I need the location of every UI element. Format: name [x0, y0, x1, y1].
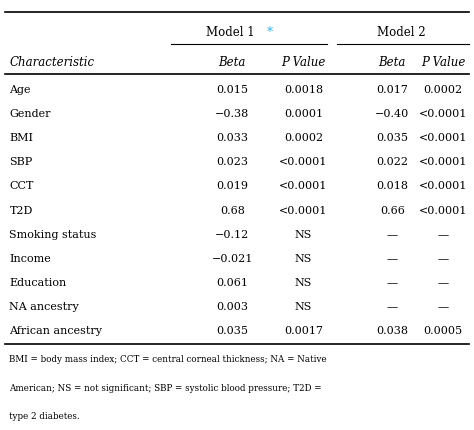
Text: −0.12: −0.12: [215, 229, 249, 239]
Text: type 2 diabetes.: type 2 diabetes.: [9, 411, 80, 420]
Text: African ancestry: African ancestry: [9, 326, 102, 335]
Text: 0.018: 0.018: [376, 181, 408, 191]
Text: <0.0001: <0.0001: [419, 109, 467, 119]
Text: <0.0001: <0.0001: [419, 205, 467, 215]
Text: P Value: P Value: [421, 56, 465, 69]
Text: BMI: BMI: [9, 133, 34, 143]
Text: 0.0002: 0.0002: [284, 133, 323, 143]
Text: 0.68: 0.68: [220, 205, 245, 215]
Text: —: —: [438, 229, 449, 239]
Text: —: —: [387, 277, 398, 287]
Text: Model 2: Model 2: [377, 26, 426, 39]
Text: 0.0018: 0.0018: [284, 85, 323, 95]
Text: 0.66: 0.66: [380, 205, 405, 215]
Text: Gender: Gender: [9, 109, 51, 119]
Text: —: —: [438, 301, 449, 311]
Text: NS: NS: [295, 229, 312, 239]
Text: <0.0001: <0.0001: [279, 157, 328, 167]
Text: Age: Age: [9, 85, 31, 95]
Text: NS: NS: [295, 301, 312, 311]
Text: SBP: SBP: [9, 157, 33, 167]
Text: <0.0001: <0.0001: [419, 181, 467, 191]
Text: −0.021: −0.021: [211, 253, 253, 263]
Text: 0.003: 0.003: [216, 301, 248, 311]
Text: 0.061: 0.061: [216, 277, 248, 287]
Text: Model 1: Model 1: [206, 26, 254, 39]
Text: 0.022: 0.022: [376, 157, 408, 167]
Text: 0.0001: 0.0001: [284, 109, 323, 119]
Text: <0.0001: <0.0001: [279, 205, 328, 215]
Text: —: —: [387, 301, 398, 311]
Text: <0.0001: <0.0001: [279, 181, 328, 191]
Text: CCT: CCT: [9, 181, 34, 191]
Text: 0.017: 0.017: [376, 85, 408, 95]
Text: 0.019: 0.019: [216, 181, 248, 191]
Text: *: *: [267, 26, 273, 39]
Text: Education: Education: [9, 277, 67, 287]
Text: 0.0017: 0.0017: [284, 326, 323, 335]
Text: BMI = body mass index; CCT = central corneal thickness; NA = Native: BMI = body mass index; CCT = central cor…: [9, 354, 327, 363]
Text: 0.035: 0.035: [376, 133, 408, 143]
Text: NA ancestry: NA ancestry: [9, 301, 79, 311]
Text: −0.40: −0.40: [375, 109, 410, 119]
Text: NS: NS: [295, 277, 312, 287]
Text: Beta: Beta: [379, 56, 406, 69]
Text: 0.035: 0.035: [216, 326, 248, 335]
Text: 0.023: 0.023: [216, 157, 248, 167]
Text: 0.0002: 0.0002: [424, 85, 463, 95]
Text: American; NS = not significant; SBP = systolic blood pressure; T2D =: American; NS = not significant; SBP = sy…: [9, 383, 322, 392]
Text: —: —: [387, 253, 398, 263]
Text: Smoking status: Smoking status: [9, 229, 97, 239]
Text: 0.038: 0.038: [376, 326, 408, 335]
Text: 0.0005: 0.0005: [424, 326, 463, 335]
Text: Income: Income: [9, 253, 51, 263]
Text: Beta: Beta: [219, 56, 246, 69]
Text: Characteristic: Characteristic: [9, 56, 95, 69]
Text: P Value: P Value: [281, 56, 326, 69]
Text: 0.015: 0.015: [216, 85, 248, 95]
Text: —: —: [438, 277, 449, 287]
Text: <0.0001: <0.0001: [419, 157, 467, 167]
Text: 0.033: 0.033: [216, 133, 248, 143]
Text: T2D: T2D: [9, 205, 33, 215]
Text: NS: NS: [295, 253, 312, 263]
Text: —: —: [438, 253, 449, 263]
Text: —: —: [387, 229, 398, 239]
Text: −0.38: −0.38: [215, 109, 249, 119]
Text: <0.0001: <0.0001: [419, 133, 467, 143]
